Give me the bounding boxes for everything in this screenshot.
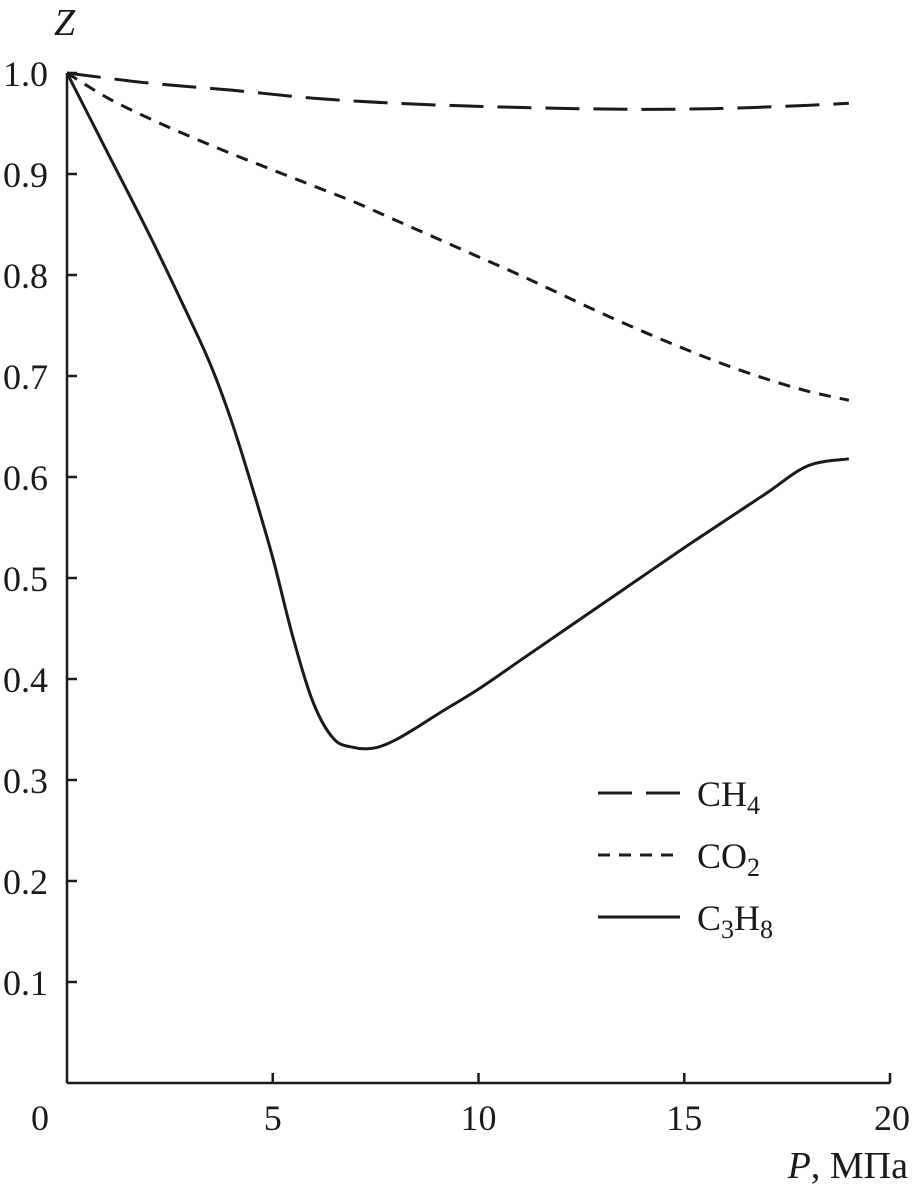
x-tick-label: 10 [461,1098,497,1138]
legend-label-c3h8: C3H8 [697,898,773,944]
y-axis-label: Z [54,2,76,44]
y-tick-label: 0.1 [3,963,48,1003]
y-tick-label: 0.3 [3,761,48,801]
legend-label-ch4: CH4 [697,774,760,820]
x-tick-label: 15 [666,1098,702,1138]
y-tick-label: 0.6 [3,458,48,498]
x-tick-label: 5 [264,1098,282,1138]
y-ticks: 0.1 0.2 0.3 0.4 0.5 0.6 0.7 0.8 0.9 1.0 [3,54,77,1003]
x-tick-label: 20 [874,1098,910,1138]
series-line-c3h8 [65,72,850,751]
y-tick-label: 0.9 [3,155,48,195]
x-ticks: 0 5 10 15 20 [31,1073,910,1138]
y-tick-label: 0.2 [3,862,48,902]
series-group [65,71,850,751]
x-axis-label: P, МПа [787,1145,908,1187]
legend: CH4 CO2 C3H8 [598,774,773,944]
legend-label-co2: CO2 [697,836,760,882]
series-line-ch4 [66,71,849,111]
y-tick-label: 0.4 [3,660,48,700]
x-axis-unit: , МПа [811,1145,908,1187]
y-tick-label: 0.8 [3,256,48,296]
y-tick-label: 1.0 [3,54,48,94]
x-axis-variable: P [787,1145,811,1187]
series-line-co2 [66,71,850,402]
x-tick-label: 0 [31,1098,49,1138]
y-tick-label: 0.7 [3,357,48,397]
y-tick-label: 0.5 [3,559,48,599]
